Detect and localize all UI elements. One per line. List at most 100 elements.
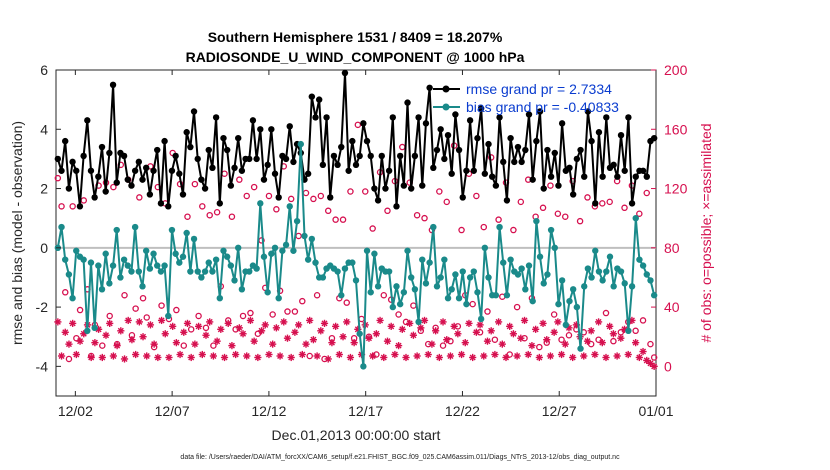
rmse-point bbox=[452, 111, 459, 118]
y-left-tick-label: 0 bbox=[40, 240, 48, 256]
obs-possible-point bbox=[106, 312, 113, 320]
obs-assimilated-point bbox=[406, 319, 414, 327]
obs-assimilated-stroke bbox=[591, 351, 598, 358]
obs-assimilated-point bbox=[243, 352, 251, 360]
obs-possible-point bbox=[639, 317, 647, 324]
bias-point bbox=[290, 247, 297, 254]
bias-point bbox=[581, 283, 588, 290]
obs-assimilated-stroke bbox=[543, 336, 550, 343]
rmse-point bbox=[312, 114, 319, 121]
obs-possible-point bbox=[550, 311, 558, 318]
obs-possible-point bbox=[558, 336, 565, 343]
rmse-point bbox=[157, 200, 165, 207]
obs-assimilated-point bbox=[506, 322, 514, 330]
obs-assimilated-point bbox=[457, 350, 466, 359]
obs-possible-point bbox=[484, 308, 491, 315]
rmse-point bbox=[481, 170, 489, 177]
rmse-point bbox=[448, 170, 455, 177]
obs-assimilated-point bbox=[598, 339, 606, 347]
obs-assimilated-stroke bbox=[447, 352, 454, 360]
obs-possible-point bbox=[395, 311, 402, 318]
rmse-point bbox=[304, 170, 312, 177]
obs-possible-point bbox=[202, 324, 210, 332]
obs-possible-point bbox=[510, 226, 517, 234]
obs-assimilated-point bbox=[498, 340, 506, 348]
bias-point bbox=[128, 268, 135, 275]
obs-possible-point bbox=[99, 342, 106, 349]
obs-assimilated-point bbox=[476, 321, 484, 329]
obs-assimilated-stroke bbox=[414, 352, 421, 360]
obs-assimilated-point bbox=[639, 347, 647, 356]
obs-assimilated-stroke bbox=[540, 320, 547, 327]
obs-possible-point bbox=[554, 210, 562, 217]
rmse-point bbox=[419, 182, 426, 189]
obs-assimilated-stroke bbox=[373, 330, 380, 337]
obs-assimilated-point bbox=[146, 321, 155, 329]
obs-possible-point bbox=[369, 225, 376, 232]
rmse-point bbox=[249, 117, 257, 124]
rmse-point bbox=[98, 143, 106, 151]
obs-assimilated-stroke bbox=[110, 352, 117, 360]
obs-assimilated-point bbox=[380, 353, 388, 362]
rmse-point bbox=[455, 146, 463, 154]
bias-point bbox=[529, 297, 536, 305]
bias-point bbox=[525, 262, 533, 269]
obs-assimilated-point bbox=[332, 322, 340, 330]
bias-point bbox=[131, 223, 139, 231]
rmse-point bbox=[69, 158, 76, 166]
rmse-point bbox=[422, 120, 430, 127]
obs-possible-point bbox=[339, 216, 347, 223]
rmse-point bbox=[260, 176, 268, 183]
bias-point bbox=[235, 244, 242, 252]
data-file-footer: data file: /Users/raeder/DAI/ATM_forcXX/… bbox=[180, 454, 620, 461]
obs-possible-point bbox=[310, 195, 317, 203]
obs-assimilated-stroke bbox=[328, 339, 335, 346]
obs-assimilated-stroke bbox=[340, 333, 347, 340]
obs-assimilated-point bbox=[469, 353, 477, 362]
obs-possible-point bbox=[636, 210, 643, 217]
rmse-point bbox=[466, 117, 474, 124]
bias-point bbox=[198, 274, 205, 281]
rmse-point bbox=[330, 152, 338, 160]
obs-assimilated-stroke bbox=[391, 351, 398, 358]
obs-assimilated-point bbox=[132, 350, 140, 359]
obs-assimilated-stroke bbox=[647, 360, 654, 367]
obs-assimilated-stroke bbox=[369, 352, 376, 360]
obs-assimilated-stroke bbox=[514, 352, 521, 360]
obs-possible-point bbox=[413, 211, 421, 219]
obs-possible-point bbox=[473, 192, 480, 200]
rmse-point bbox=[257, 126, 264, 133]
obs-assimilated-stroke bbox=[225, 320, 232, 327]
obs-assimilated-stroke bbox=[251, 338, 258, 345]
obs-assimilated-point bbox=[269, 340, 277, 348]
bias-point bbox=[139, 283, 146, 290]
obs-assimilated-stroke bbox=[465, 320, 472, 327]
bias-point bbox=[492, 292, 500, 299]
obs-assimilated-point bbox=[539, 319, 547, 327]
rmse-point bbox=[463, 167, 470, 174]
y-left-tick-label: 6 bbox=[40, 62, 48, 78]
rmse-point bbox=[161, 137, 168, 145]
obs-possible-point bbox=[143, 314, 150, 321]
bias-point bbox=[595, 268, 603, 275]
obs-assimilated-stroke bbox=[265, 351, 272, 358]
x-tick-label: 12/07 bbox=[155, 403, 190, 419]
obs-assimilated-stroke bbox=[595, 318, 602, 325]
obs-assimilated-stroke bbox=[325, 355, 332, 362]
bias-point bbox=[485, 274, 492, 281]
rmse-point bbox=[408, 185, 415, 192]
obs-assimilated-stroke bbox=[377, 317, 384, 324]
obs-assimilated-point bbox=[139, 333, 147, 341]
obs-assimilated-point bbox=[76, 337, 84, 345]
obs-possible-point bbox=[243, 192, 250, 200]
obs-assimilated-stroke bbox=[88, 354, 95, 361]
y-left-tick-label: 4 bbox=[40, 121, 48, 137]
rmse-point bbox=[389, 114, 397, 121]
obs-assimilated-stroke bbox=[77, 338, 84, 345]
rmse-point bbox=[142, 164, 150, 171]
obs-possible-point bbox=[306, 352, 313, 360]
bias-point bbox=[500, 259, 507, 266]
obs-assimilated-stroke bbox=[336, 351, 343, 358]
bias-point bbox=[356, 330, 363, 337]
rmse-point bbox=[54, 155, 62, 163]
